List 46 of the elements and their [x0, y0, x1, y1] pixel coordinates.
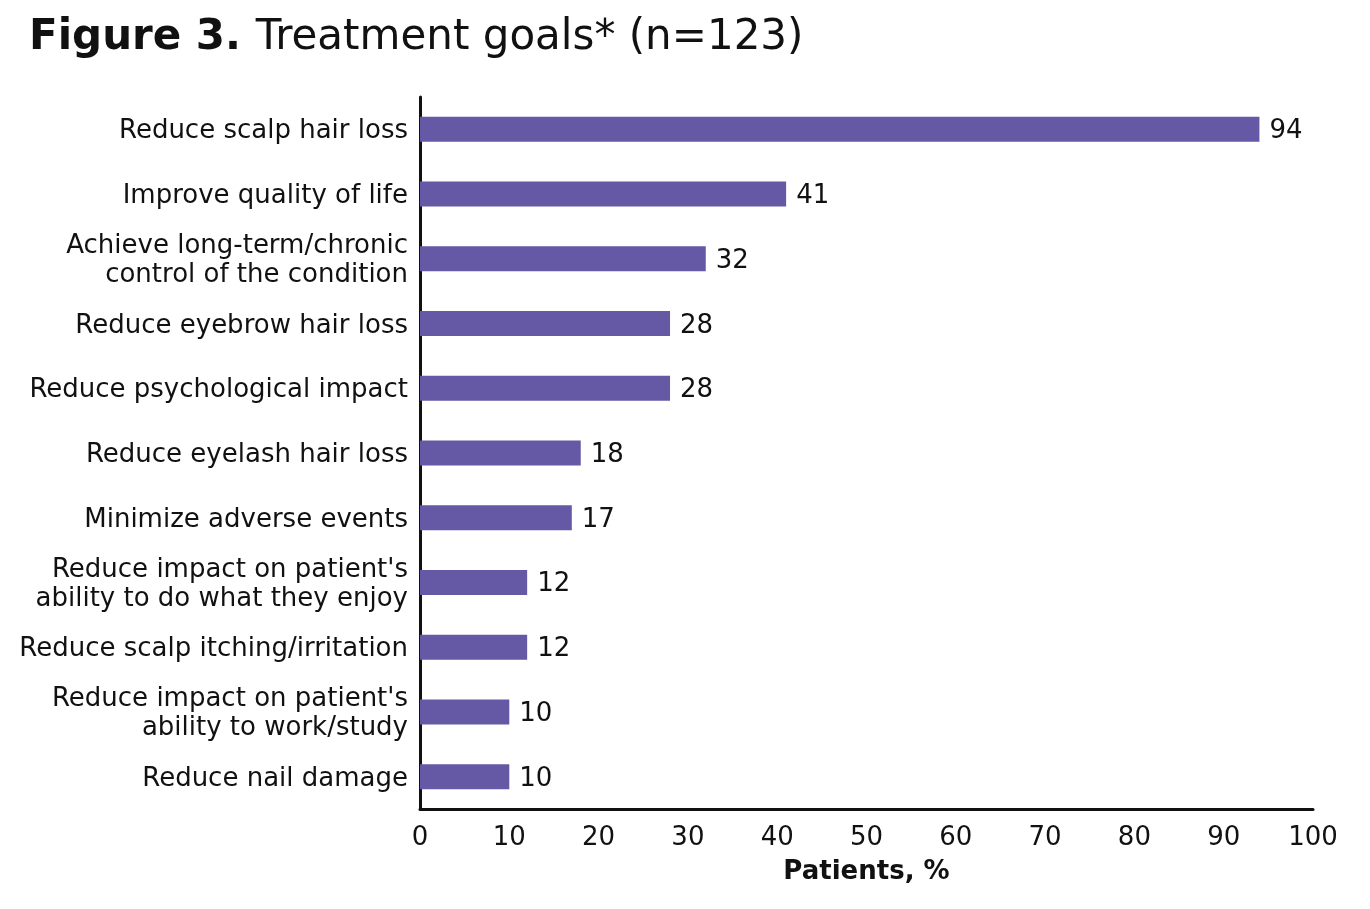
y-tick-label: Reduce impact on patient's ability to work/study [51, 682, 408, 742]
data-label: 12 [537, 567, 571, 598]
x-tick-label: 50 [849, 821, 884, 851]
data-label: 32 [715, 243, 749, 274]
y-tick-label: Reduce psychological impact [29, 373, 408, 404]
y-tick-label: Improve quality of life [122, 179, 408, 210]
x-tick-label: 10 [492, 821, 526, 851]
bar [420, 116, 1260, 142]
data-label: 17 [581, 502, 615, 533]
x-tick-label: 80 [1117, 821, 1151, 851]
y-tick-label: Achieve long-term/chronic control of the condition [66, 229, 408, 289]
data-label: 41 [796, 179, 830, 210]
bar [420, 311, 671, 337]
y-tick-label: Reduce eyelash hair loss [85, 438, 408, 468]
data-label: 18 [590, 438, 624, 468]
chart-title: Figure 3. Treatment goals* (n=123) [29, 9, 804, 59]
y-tick-label: Reduce impact on patient's ability to do what they enjoy [35, 552, 408, 612]
y-tick-label: Reduce scalp itching/irritation [19, 632, 408, 663]
y-tick-label: Reduce eyebrow hair loss [75, 308, 408, 339]
x-tick-label: 90 [1207, 821, 1241, 851]
bar [420, 505, 572, 531]
data-label: 94 [1269, 114, 1303, 145]
bar [420, 181, 787, 207]
bar [420, 699, 510, 725]
bar [420, 764, 510, 790]
x-axis-title: Patients, % [783, 855, 950, 885]
bar [420, 375, 671, 401]
x-tick-label: 0 [411, 821, 429, 851]
y-tick-label: Minimize adverse events [84, 502, 408, 533]
bar [420, 634, 528, 660]
x-tick-label: 30 [671, 821, 705, 851]
x-tick-label: 40 [760, 821, 794, 851]
y-tick-label: Reduce scalp hair loss [118, 114, 408, 145]
data-label: 10 [519, 761, 553, 792]
bar [420, 440, 581, 466]
x-tick-label: 60 [939, 821, 973, 851]
bar [420, 569, 528, 595]
x-tick-label: 100 [1288, 821, 1338, 851]
x-tick-label: 70 [1028, 821, 1062, 851]
data-label: 28 [680, 308, 714, 339]
x-tick-label: 20 [582, 821, 616, 851]
data-label: 28 [680, 373, 714, 404]
data-label: 12 [537, 632, 571, 663]
data-label: 10 [519, 696, 553, 727]
y-tick-label: Reduce nail damage [142, 761, 408, 792]
bar [420, 246, 706, 272]
